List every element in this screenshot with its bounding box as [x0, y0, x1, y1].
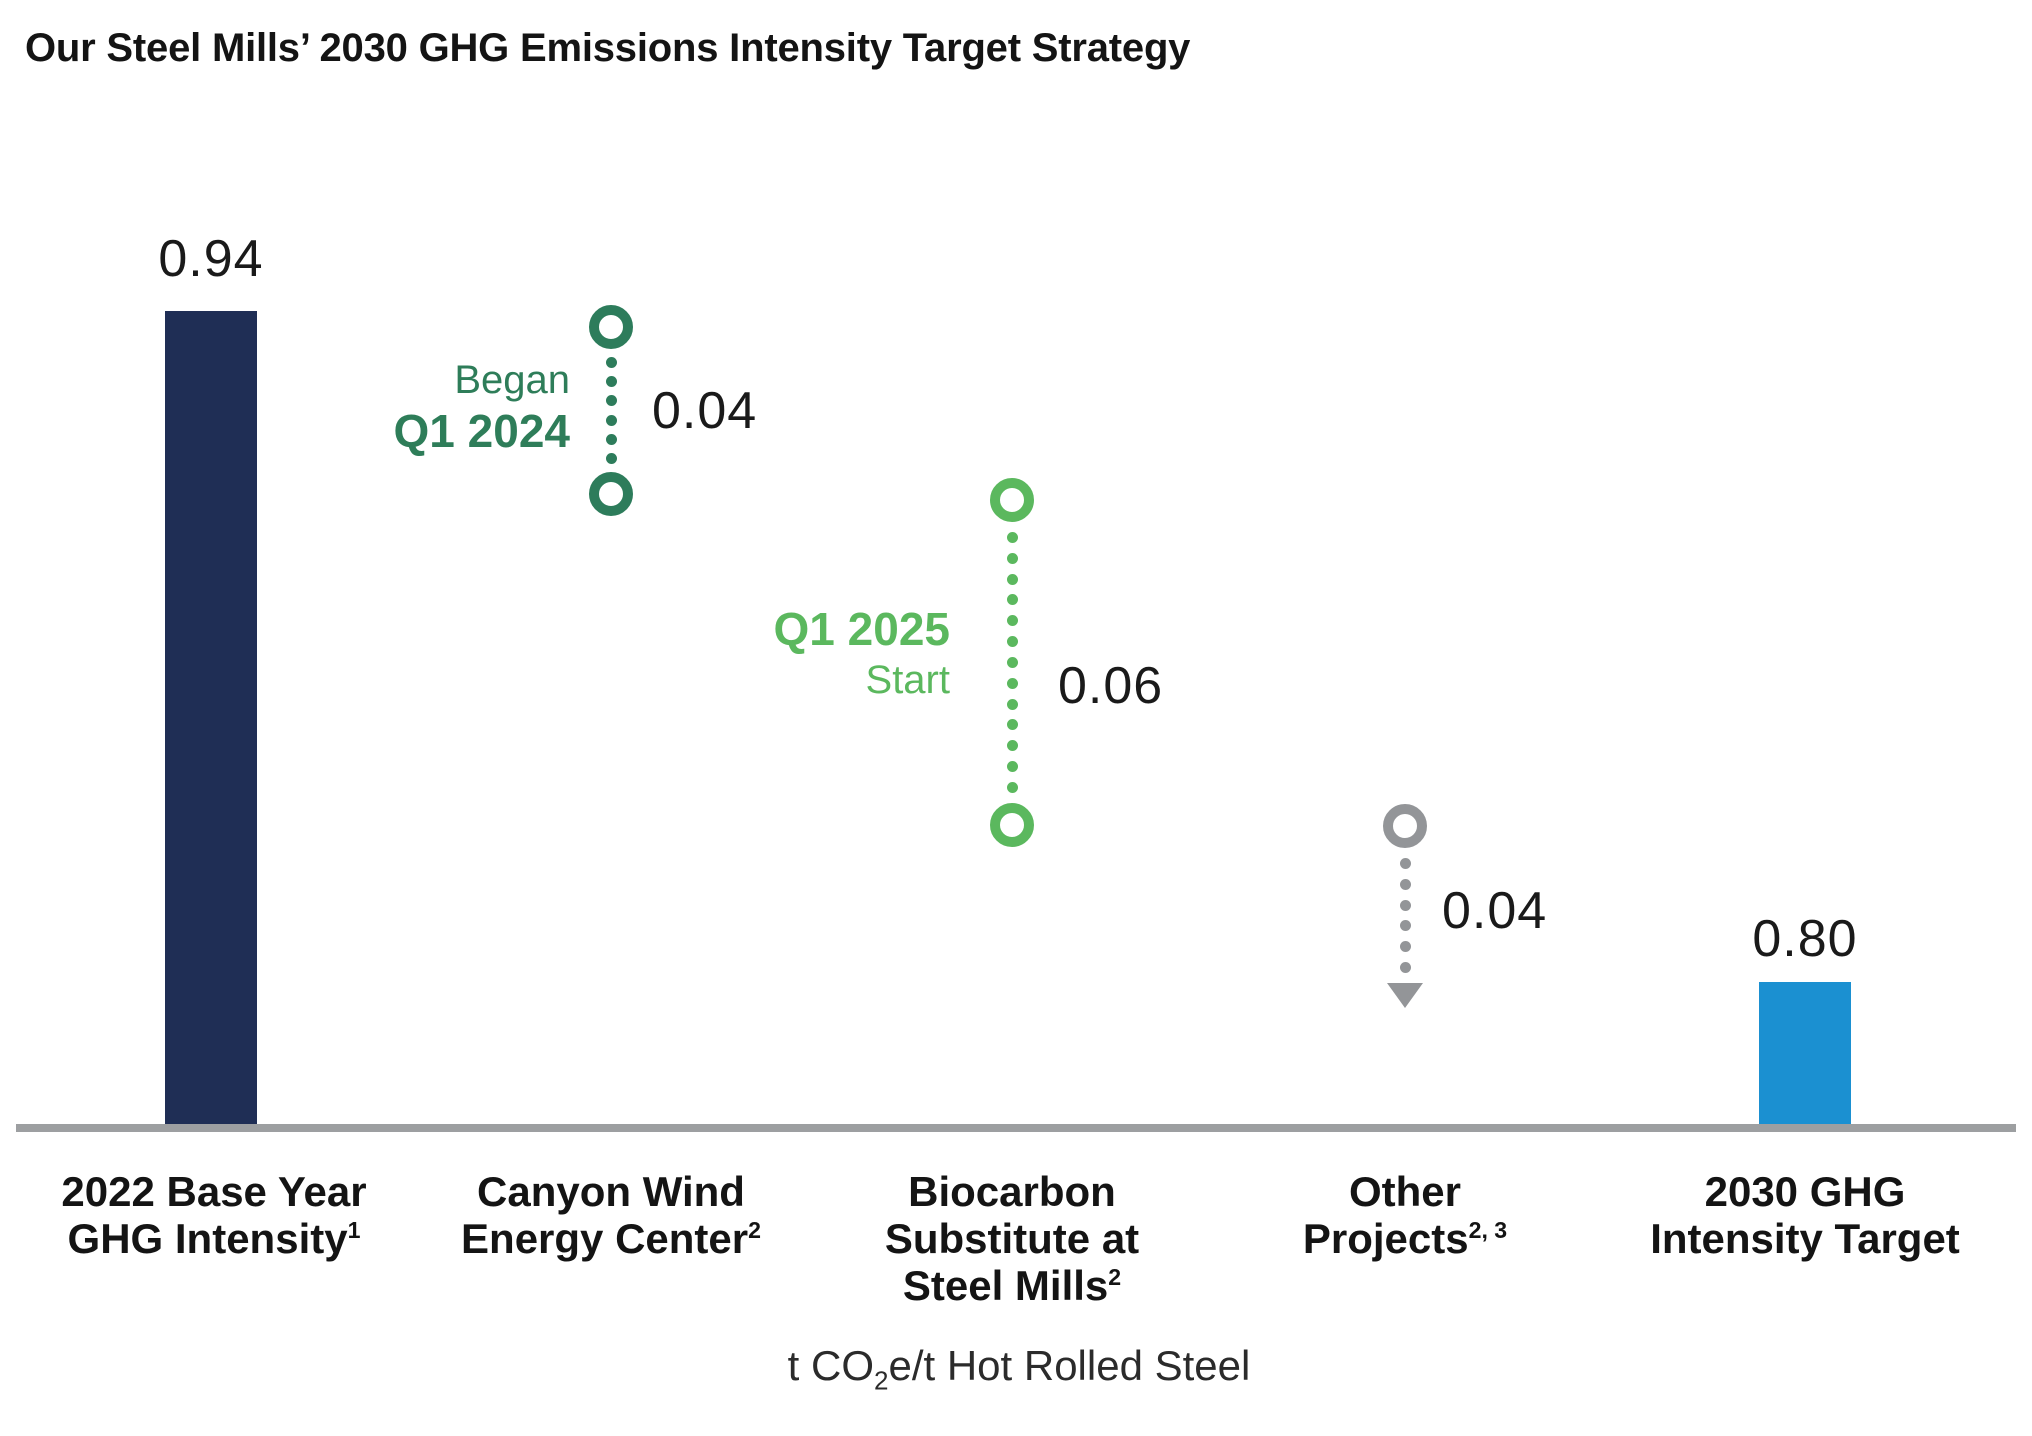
- annotation-canyon-start: Began Q1 2024: [394, 356, 570, 458]
- value-label-canyon: 0.04: [652, 382, 758, 440]
- category-label-base: 2022 Base Year GHG Intensity1: [61, 1168, 367, 1262]
- subscript: 2: [874, 1365, 889, 1396]
- footnote-marker: 2: [1108, 1264, 1122, 1290]
- footnote-marker: 2: [748, 1217, 761, 1243]
- annotation-line: Q1 2025: [773, 603, 950, 655]
- reduction-connector-canyon: [589, 305, 633, 516]
- open-circle-icon: [990, 478, 1034, 522]
- category-label-target: 2030 GHG Intensity Target: [1650, 1168, 1960, 1262]
- footnote-marker: 1: [347, 1217, 361, 1243]
- x-axis-line: [16, 1124, 2016, 1132]
- annotation-line: Q1 2024: [393, 405, 570, 457]
- footnote-marker: 2, 3: [1468, 1217, 1508, 1243]
- annotation-line: Began: [454, 358, 570, 402]
- down-arrow-icon: [1387, 982, 1423, 1008]
- value-label-other: 0.04: [1442, 882, 1548, 940]
- annotation-biocarbon-start: Q1 2025 Start: [774, 602, 950, 704]
- open-circle-icon: [589, 305, 633, 349]
- open-circle-icon: [1383, 804, 1427, 848]
- bar-2022-base-year: [165, 311, 257, 1128]
- category-label-other: Other Projects2, 3: [1302, 1168, 1508, 1262]
- bar-2030-target: [1759, 982, 1851, 1128]
- value-label-base: 0.94: [158, 230, 264, 288]
- open-circle-icon: [990, 802, 1034, 847]
- reduction-connector-other: [1383, 804, 1427, 1008]
- value-label-target: 0.80: [1752, 910, 1858, 968]
- annotation-line: Start: [865, 658, 950, 702]
- axis-unit-caption: t CO2e/t Hot Rolled Steel: [787, 1342, 1251, 1396]
- chart-title: Our Steel Mills’ 2030 GHG Emissions Inte…: [25, 26, 1191, 70]
- category-label-canyon: Canyon Wind Energy Center2: [461, 1168, 761, 1262]
- category-label-biocarbon: Biocarbon Substitute at Steel Mills2: [884, 1168, 1140, 1309]
- value-label-biocarbon: 0.06: [1058, 657, 1164, 715]
- reduction-connector-biocarbon: [990, 478, 1034, 847]
- open-circle-icon: [589, 471, 633, 516]
